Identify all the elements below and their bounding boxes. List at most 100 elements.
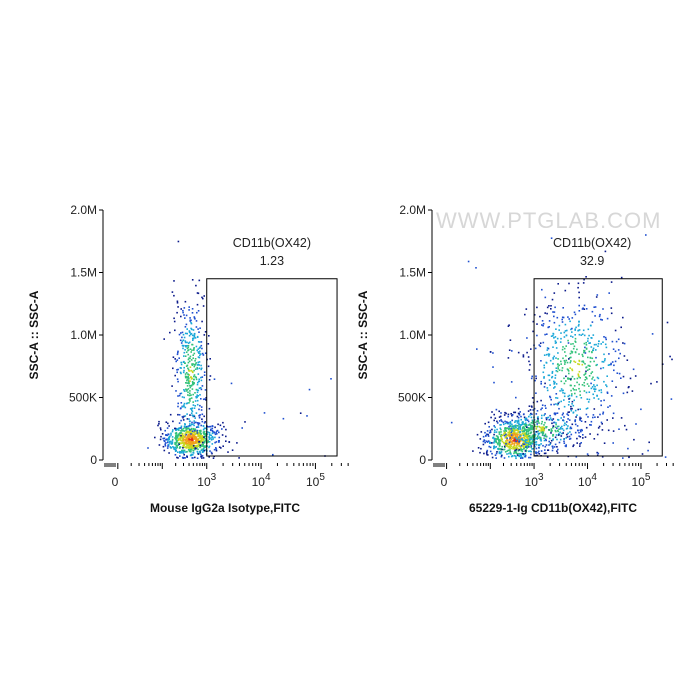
event-dot xyxy=(518,432,520,434)
event-dot xyxy=(190,407,192,410)
event-dot xyxy=(524,453,527,455)
event-dot xyxy=(539,438,542,441)
event-dot xyxy=(571,400,574,403)
event-dot xyxy=(190,369,193,372)
event-dot xyxy=(537,430,539,432)
event-dot xyxy=(506,443,509,446)
event-dot xyxy=(548,353,551,356)
event-dot xyxy=(193,369,195,372)
event-dot xyxy=(585,308,588,310)
event-dot xyxy=(596,376,599,379)
event-dot xyxy=(558,441,561,444)
event-dot xyxy=(548,305,550,307)
event-dot xyxy=(580,334,583,336)
event-dot xyxy=(514,432,516,435)
event-dot xyxy=(574,392,576,395)
event-dot xyxy=(519,411,521,413)
event-dot xyxy=(230,382,233,385)
event-dot xyxy=(555,341,557,344)
event-dot xyxy=(509,437,511,439)
event-dot xyxy=(174,358,176,360)
event-dot xyxy=(616,372,619,374)
event-dot xyxy=(574,351,577,353)
event-dot xyxy=(536,410,539,412)
event-dot xyxy=(196,336,199,338)
event-dot xyxy=(523,439,525,442)
event-dot xyxy=(607,364,610,366)
event-dot xyxy=(171,430,174,433)
event-dot xyxy=(196,292,199,294)
event-dot xyxy=(198,435,200,437)
event-dot xyxy=(188,369,190,372)
event-dot xyxy=(198,437,200,440)
event-dot xyxy=(615,340,618,343)
event-dot xyxy=(202,448,205,450)
event-dot xyxy=(552,427,554,429)
event-dot xyxy=(517,419,520,422)
event-dot xyxy=(555,328,557,330)
event-dot xyxy=(508,438,511,441)
event-dot xyxy=(551,449,554,452)
event-dot xyxy=(487,435,490,437)
event-dot xyxy=(231,449,234,451)
event-dot xyxy=(518,440,520,443)
event-dot xyxy=(225,428,227,431)
event-dot xyxy=(544,449,546,451)
event-dot xyxy=(499,427,502,430)
event-dot xyxy=(484,431,486,434)
event-dot xyxy=(540,380,542,383)
event-dot xyxy=(511,430,514,432)
event-dot xyxy=(517,420,520,423)
event-dot xyxy=(472,450,474,452)
event-dot xyxy=(193,365,196,368)
event-dot xyxy=(196,438,198,440)
event-dot xyxy=(201,420,204,423)
event-dot xyxy=(182,447,184,449)
event-dot xyxy=(189,432,192,434)
event-dot xyxy=(534,379,536,382)
event-dot xyxy=(196,430,198,433)
event-dot xyxy=(585,366,587,369)
event-dot xyxy=(535,451,537,453)
event-dot xyxy=(212,438,214,440)
event-dot xyxy=(584,373,587,375)
event-dot xyxy=(196,422,199,424)
event-dot xyxy=(199,444,201,447)
x-axis-title: Mouse IgG2a Isotype,FITC xyxy=(150,501,300,515)
event-dot xyxy=(555,412,557,415)
event-dot xyxy=(193,431,196,434)
event-dot xyxy=(171,291,174,293)
event-dot xyxy=(486,433,488,436)
event-dot xyxy=(187,346,190,349)
event-dot xyxy=(574,419,577,421)
event-dot xyxy=(504,422,507,425)
event-dot xyxy=(583,384,586,387)
event-dot xyxy=(545,407,547,409)
event-dot xyxy=(214,441,216,444)
event-dot xyxy=(506,442,509,445)
event-dot xyxy=(577,363,579,365)
event-dot xyxy=(199,353,202,355)
event-dot xyxy=(211,443,214,445)
event-dot xyxy=(188,418,190,420)
event-dot xyxy=(506,453,508,455)
event-dot xyxy=(600,318,602,321)
event-dot xyxy=(529,432,532,435)
event-dot xyxy=(526,447,528,449)
event-dot xyxy=(191,409,193,411)
event-dot xyxy=(624,424,626,427)
event-dot xyxy=(590,337,592,339)
event-dot xyxy=(193,424,195,427)
event-dot xyxy=(592,416,594,419)
event-dot xyxy=(520,445,523,447)
event-dot xyxy=(178,432,181,435)
event-dot xyxy=(573,345,576,348)
event-dot xyxy=(510,381,513,383)
event-dot xyxy=(174,427,176,430)
event-dot xyxy=(173,448,175,450)
event-dot xyxy=(537,451,539,454)
event-dot xyxy=(595,364,597,367)
event-dot xyxy=(543,429,545,431)
event-dot xyxy=(174,446,177,449)
event-dot xyxy=(538,425,541,428)
